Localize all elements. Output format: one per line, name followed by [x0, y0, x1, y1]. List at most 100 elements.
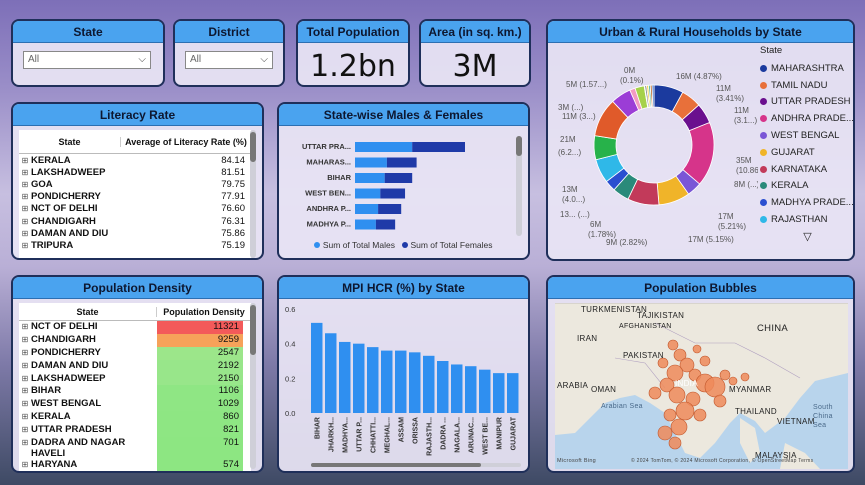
- bubble-map[interactable]: TURKMENISTAN TAJIKISTAN CHINA AFGHANISTA…: [555, 303, 848, 469]
- expand-icon[interactable]: ⊞: [21, 167, 29, 177]
- expand-icon[interactable]: ⊞: [21, 240, 29, 250]
- expand-icon[interactable]: ⊞: [21, 399, 29, 409]
- population-bubble[interactable]: [657, 357, 669, 369]
- table-row[interactable]: ⊞ KERALA 860: [19, 411, 251, 425]
- population-bubble[interactable]: [685, 391, 701, 407]
- population-bubble[interactable]: [704, 376, 726, 398]
- bar-males[interactable]: [355, 188, 381, 199]
- expand-icon[interactable]: ⊞: [21, 216, 29, 226]
- mpi-bar[interactable]: [353, 343, 365, 413]
- mpi-bar[interactable]: [451, 364, 463, 413]
- state-dropdown[interactable]: All ⌵: [23, 51, 151, 69]
- population-bubble[interactable]: [670, 418, 688, 436]
- table-row[interactable]: ⊞ KERALA 84.14: [19, 154, 251, 166]
- table-row[interactable]: ⊞ BIHAR 1106: [19, 385, 251, 399]
- table-row[interactable]: ⊞ DAMAN AND DIU 2192: [19, 359, 251, 373]
- table-row[interactable]: ⊞ LAKSHADWEEP 81.51: [19, 166, 251, 178]
- expand-icon[interactable]: ⊞: [21, 425, 29, 435]
- table-row[interactable]: ⊞ NCT OF DELHI 76.60: [19, 203, 251, 215]
- table-row[interactable]: ⊞ LAKSHADWEEP 2150: [19, 372, 251, 386]
- legend-item[interactable]: KARNATAKA: [760, 161, 853, 178]
- table-row[interactable]: ⊞ DAMAN AND DIU 75.86: [19, 227, 251, 239]
- table-row[interactable]: ⊞ GOA 79.75: [19, 178, 251, 190]
- population-bubble[interactable]: [668, 386, 686, 404]
- expand-icon[interactable]: ⊞: [21, 360, 29, 370]
- population-bubble[interactable]: [740, 372, 750, 382]
- population-bubble[interactable]: [668, 436, 682, 450]
- legend-item[interactable]: WEST BENGAL: [760, 127, 853, 144]
- population-bubble[interactable]: [667, 339, 679, 351]
- mpi-bar[interactable]: [409, 352, 421, 413]
- legend-item[interactable]: TAMIL NADU: [760, 77, 853, 94]
- table-row[interactable]: ⊞ UTTAR PRADESH 821: [19, 424, 251, 438]
- population-bubble[interactable]: [693, 408, 707, 422]
- table-row[interactable]: ⊞ NCT OF DELHI 11321: [19, 321, 251, 334]
- expand-icon[interactable]: ⊞: [21, 204, 29, 214]
- bar-males[interactable]: [355, 157, 387, 168]
- mpi-scroll-thumb[interactable]: [311, 463, 481, 467]
- donut-slice[interactable]: [651, 84, 655, 108]
- population-bubble[interactable]: [659, 377, 675, 393]
- bar-females[interactable]: [378, 204, 402, 214]
- expand-icon[interactable]: ⊞: [21, 412, 29, 422]
- mpi-bar[interactable]: [325, 333, 337, 413]
- density-scroll-thumb[interactable]: [250, 305, 256, 355]
- mpi-bar[interactable]: [339, 341, 351, 413]
- density-col-state[interactable]: State: [19, 306, 157, 317]
- bar-females[interactable]: [380, 188, 406, 199]
- males-females-scroll-thumb[interactable]: [516, 136, 522, 156]
- legend-item[interactable]: KERALA: [760, 178, 853, 195]
- population-bubble[interactable]: [728, 376, 738, 386]
- density-scrollbar[interactable]: [250, 303, 256, 469]
- legend-item[interactable]: UTTAR PRADESH: [760, 94, 853, 111]
- expand-icon[interactable]: ⊞: [21, 192, 29, 202]
- population-bubble[interactable]: [699, 355, 711, 367]
- population-bubble[interactable]: [666, 364, 684, 382]
- legend-item[interactable]: ANDHRA PRADE...: [760, 110, 853, 127]
- population-bubble[interactable]: [692, 344, 702, 354]
- district-dropdown[interactable]: All ⌵: [185, 51, 273, 69]
- literacy-scrollbar[interactable]: [250, 130, 256, 258]
- mpi-bar[interactable]: [493, 373, 505, 413]
- table-row[interactable]: ⊞ WEST BENGAL 1029: [19, 398, 251, 412]
- mpi-bar[interactable]: [507, 373, 519, 413]
- table-row[interactable]: ⊞ HARYANA 574: [19, 459, 251, 471]
- mpi-bar[interactable]: [479, 369, 491, 413]
- males-females-scrollbar[interactable]: [516, 136, 522, 236]
- bar-females[interactable]: [412, 142, 465, 152]
- population-bubble[interactable]: [673, 348, 687, 362]
- mpi-bar[interactable]: [395, 350, 407, 413]
- bar-females[interactable]: [386, 157, 417, 168]
- table-row[interactable]: ⊞ DADRA AND NAGAR HAVELI 701: [19, 437, 251, 460]
- mpi-bar[interactable]: [465, 366, 477, 413]
- table-row[interactable]: ⊞ CHANDIGARH 76.31: [19, 215, 251, 227]
- expand-icon[interactable]: ⊞: [21, 322, 29, 331]
- density-col-value[interactable]: Population Density: [163, 306, 245, 317]
- mpi-bar[interactable]: [423, 355, 435, 413]
- bar-males[interactable]: [355, 204, 379, 214]
- population-bubble[interactable]: [657, 425, 673, 441]
- expand-icon[interactable]: ⊞: [21, 179, 29, 189]
- legend-more-icon[interactable]: ▽: [803, 230, 812, 243]
- mpi-bar[interactable]: [381, 350, 393, 413]
- mpi-bar[interactable]: [437, 361, 449, 413]
- legend-item[interactable]: MADHYA PRADE...: [760, 194, 853, 211]
- bar-males[interactable]: [355, 173, 385, 183]
- expand-icon[interactable]: ⊞: [21, 347, 29, 357]
- literacy-col-state[interactable]: State: [19, 136, 121, 147]
- legend-item[interactable]: GUJARAT: [760, 144, 853, 161]
- population-bubble[interactable]: [713, 394, 727, 408]
- mpi-bar[interactable]: [311, 322, 323, 413]
- expand-icon[interactable]: ⊞: [21, 334, 29, 344]
- population-bubble[interactable]: [679, 357, 695, 373]
- population-bubble[interactable]: [648, 386, 662, 400]
- legend-item[interactable]: RAJASTHAN: [760, 211, 853, 228]
- bar-males[interactable]: [355, 142, 413, 152]
- legend-item[interactable]: MAHARASHTRA: [760, 60, 853, 77]
- expand-icon[interactable]: ⊞: [21, 460, 29, 470]
- population-bubble[interactable]: [719, 369, 731, 381]
- literacy-col-value[interactable]: Average of Literacy Rate (%): [125, 136, 247, 147]
- literacy-scroll-thumb[interactable]: [250, 132, 256, 162]
- expand-icon[interactable]: ⊞: [21, 373, 29, 383]
- table-row[interactable]: ⊞ PONDICHERRY 77.91: [19, 191, 251, 203]
